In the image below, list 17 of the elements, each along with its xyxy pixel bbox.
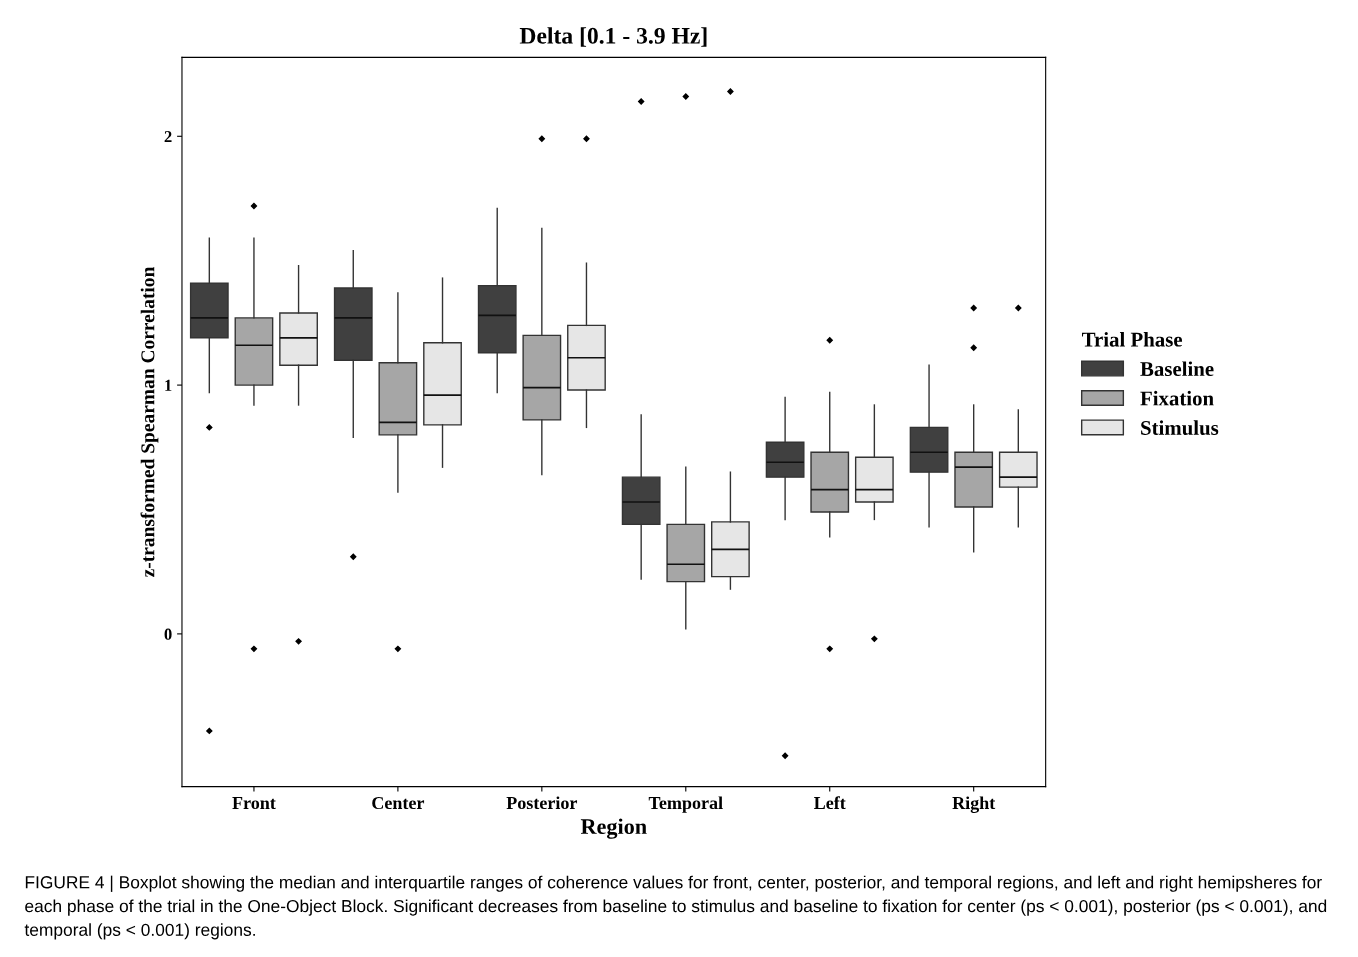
- legend-title: Trial Phase: [1082, 331, 1183, 347]
- x-tick-label: Center: [372, 796, 425, 810]
- x-tick-label: Right: [952, 796, 996, 813]
- legend-label: Stimulus: [1141, 420, 1219, 435]
- caption: FIGURE 4 | Boxplot showing the median and interquartile ranges of coherence values for front, center, posterior, and temporal regions, and left and right hemipsheres for each phase of the trial in the One-Object Block. Significant decreases from baseline to stimulus and baseline to fixation for center (ps < 0.001), posterior (ps < 0.001), and temporal (ps < 0.001) regions.: [24, 875, 1327, 940]
- x-tick-label: Left: [814, 796, 846, 810]
- y-tick-label: 0: [164, 628, 172, 640]
- x-tick-label: Temporal: [648, 796, 723, 813]
- y-tick-label: 2: [164, 131, 172, 143]
- y-tick-label: 1: [165, 379, 172, 391]
- x-tick-label: Posterior: [506, 796, 578, 810]
- y-axis-title: z-transformed Spearman Correlation: [140, 266, 159, 578]
- legend-label: Fixation: [1140, 390, 1214, 406]
- legend-label: Baseline: [1140, 361, 1214, 377]
- chart-title: Delta [0.1 - 3.9 Hz]: [519, 27, 707, 47]
- x-axis-title: Region: [580, 818, 647, 839]
- x-tick-label: Front: [232, 797, 276, 810]
